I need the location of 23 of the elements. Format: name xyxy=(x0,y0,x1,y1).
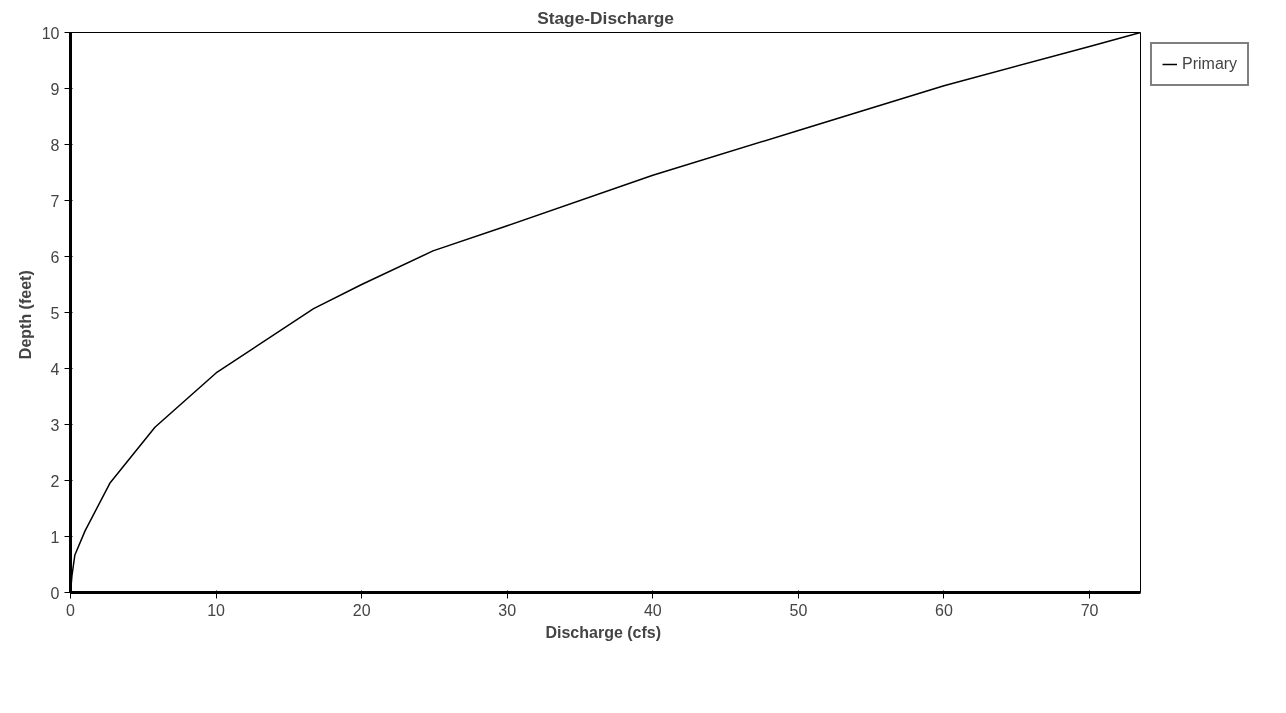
y-tick-label: 0 xyxy=(50,584,60,602)
x-tick-label: 10 xyxy=(207,601,226,619)
y-tick-label: 3 xyxy=(50,416,60,434)
y-tick-label: 4 xyxy=(50,360,60,378)
y-axis-title: Depth (feet) xyxy=(16,270,34,360)
x-tick-label: 70 xyxy=(1080,601,1099,619)
y-tick-label: 2 xyxy=(50,472,60,490)
y-tick-label: 8 xyxy=(50,136,60,154)
y-tick-label: 10 xyxy=(41,24,60,42)
y-tick-label: 5 xyxy=(50,304,60,322)
y-tick-label: 1 xyxy=(50,528,60,546)
x-tick-label: 50 xyxy=(789,601,808,619)
chart-title: Stage-Discharge xyxy=(537,7,675,28)
y-tick-label: 9 xyxy=(50,80,60,98)
legend-label: Primary xyxy=(1182,55,1238,73)
y-tick-label: 7 xyxy=(50,192,60,210)
x-axis-title: Discharge (cfs) xyxy=(545,623,662,641)
x-tick-label: 60 xyxy=(935,601,953,619)
x-tick-label: 40 xyxy=(643,601,662,619)
y-tick-label: 6 xyxy=(50,248,60,266)
x-tick-label: 30 xyxy=(498,601,517,619)
x-tick-label: 0 xyxy=(66,601,76,619)
x-tick-label: 20 xyxy=(352,601,371,619)
